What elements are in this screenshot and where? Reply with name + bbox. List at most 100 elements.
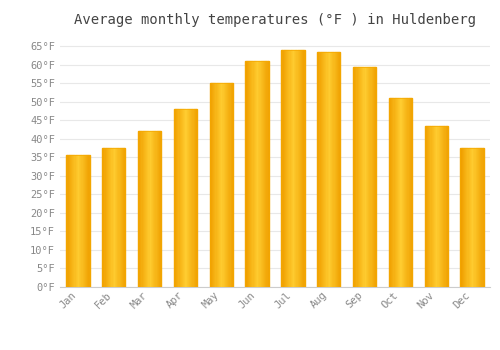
Bar <box>85 155 86 287</box>
Bar <box>354 66 356 287</box>
Bar <box>396 98 397 287</box>
Bar <box>262 61 263 287</box>
Bar <box>154 131 156 287</box>
Bar <box>224 83 226 287</box>
Bar <box>322 52 323 287</box>
Bar <box>176 109 178 287</box>
Bar <box>138 131 161 287</box>
Bar <box>366 66 367 287</box>
Bar <box>435 126 436 287</box>
Bar <box>250 61 252 287</box>
Bar <box>188 109 189 287</box>
Bar <box>183 109 184 287</box>
Bar <box>390 98 391 287</box>
Bar <box>473 148 474 287</box>
Bar <box>88 155 90 287</box>
Bar <box>66 155 68 287</box>
Bar <box>480 148 482 287</box>
Bar <box>252 61 254 287</box>
Bar <box>369 66 370 287</box>
Bar <box>389 98 412 287</box>
Bar <box>286 50 287 287</box>
Bar <box>375 66 376 287</box>
Bar <box>368 66 369 287</box>
Bar <box>142 131 144 287</box>
Bar <box>117 148 118 287</box>
Bar <box>318 52 320 287</box>
Bar <box>102 148 126 287</box>
Bar <box>293 50 294 287</box>
Bar <box>356 66 358 287</box>
Bar <box>482 148 484 287</box>
Bar <box>317 52 340 287</box>
Bar <box>174 109 197 287</box>
Bar <box>189 109 190 287</box>
Bar <box>86 155 87 287</box>
Bar <box>462 148 463 287</box>
Bar <box>406 98 407 287</box>
Bar <box>360 66 361 287</box>
Bar <box>427 126 428 287</box>
Bar <box>332 52 334 287</box>
Bar <box>114 148 115 287</box>
Bar <box>397 98 398 287</box>
Bar <box>336 52 337 287</box>
Bar <box>295 50 296 287</box>
Bar <box>408 98 410 287</box>
Bar <box>468 148 470 287</box>
Bar <box>68 155 70 287</box>
Bar <box>220 83 221 287</box>
Bar <box>478 148 479 287</box>
Bar <box>232 83 233 287</box>
Bar <box>178 109 180 287</box>
Bar <box>226 83 227 287</box>
Bar <box>77 155 78 287</box>
Bar <box>337 52 338 287</box>
Bar <box>192 109 194 287</box>
Bar <box>443 126 444 287</box>
Bar <box>282 50 304 287</box>
Bar <box>441 126 442 287</box>
Bar <box>466 148 468 287</box>
Bar <box>158 131 159 287</box>
Title: Average monthly temperatures (°F ) in Huldenberg: Average monthly temperatures (°F ) in Hu… <box>74 13 476 27</box>
Bar <box>398 98 400 287</box>
Bar <box>115 148 116 287</box>
Bar <box>298 50 300 287</box>
Bar <box>353 66 354 287</box>
Bar <box>353 66 376 287</box>
Bar <box>438 126 440 287</box>
Bar <box>118 148 120 287</box>
Bar <box>358 66 359 287</box>
Bar <box>70 155 71 287</box>
Bar <box>144 131 145 287</box>
Bar <box>317 52 318 287</box>
Bar <box>139 131 140 287</box>
Bar <box>191 109 192 287</box>
Bar <box>432 126 433 287</box>
Bar <box>330 52 331 287</box>
Bar <box>212 83 213 287</box>
Bar <box>440 126 441 287</box>
Bar <box>391 98 392 287</box>
Bar <box>324 52 326 287</box>
Bar <box>329 52 330 287</box>
Bar <box>400 98 402 287</box>
Bar <box>246 61 248 287</box>
Bar <box>301 50 302 287</box>
Bar <box>120 148 122 287</box>
Bar <box>361 66 362 287</box>
Bar <box>470 148 471 287</box>
Bar <box>433 126 434 287</box>
Bar <box>246 61 268 287</box>
Bar <box>265 61 266 287</box>
Bar <box>66 155 90 287</box>
Bar <box>404 98 405 287</box>
Bar <box>287 50 288 287</box>
Bar <box>394 98 396 287</box>
Bar <box>79 155 80 287</box>
Bar <box>392 98 394 287</box>
Bar <box>424 126 426 287</box>
Bar <box>339 52 340 287</box>
Bar <box>288 50 290 287</box>
